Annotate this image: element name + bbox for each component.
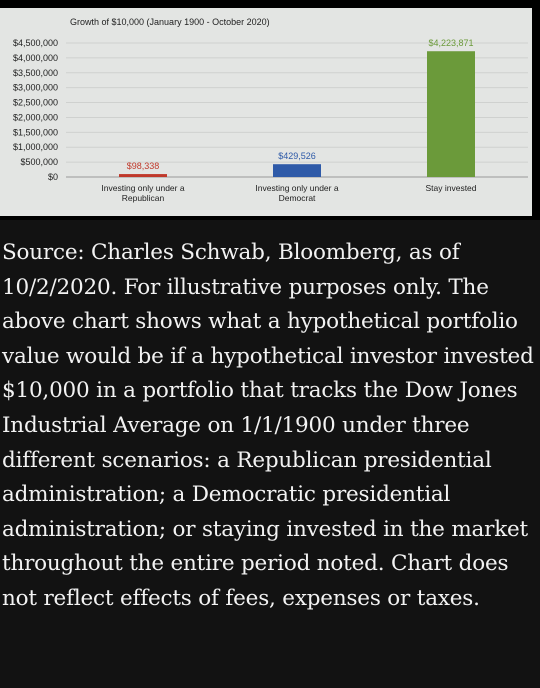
- data-label: $429,526: [278, 151, 316, 161]
- y-tick-label: $4,000,000: [13, 53, 58, 63]
- data-labels: $98,338 $429,526 $4,223,871: [127, 38, 474, 171]
- y-axis-ticks: $0 $500,000 $1,000,000 $1,500,000 $2,000,000…: [13, 38, 58, 182]
- y-tick-label: $2,500,000: [13, 98, 58, 108]
- chart-panel: Growth of $10,000 (January 1900 - Octobe…: [0, 0, 540, 220]
- x-category-label: Democrat: [279, 193, 316, 203]
- x-axis-categories: Investing only under aRepublicanInvestin…: [101, 183, 476, 203]
- chart-caption: Source: Charles Schwab, Bloomberg, as of…: [2, 240, 534, 611]
- bar: [119, 174, 167, 177]
- y-tick-label: $2,000,000: [13, 112, 58, 122]
- y-tick-label: $1,500,000: [13, 127, 58, 137]
- x-category-label: Republican: [122, 193, 165, 203]
- y-tick-label: $3,500,000: [13, 68, 58, 78]
- data-label: $98,338: [127, 161, 160, 171]
- y-tick-label: $1,000,000: [13, 142, 58, 152]
- y-tick-label: $4,500,000: [13, 38, 58, 48]
- x-category-label: Stay invested: [425, 183, 476, 193]
- bars: [119, 51, 475, 178]
- y-tick-label: $3,000,000: [13, 83, 58, 93]
- y-tick-label: $0: [48, 172, 58, 182]
- y-tick-label: $500,000: [20, 157, 58, 167]
- data-label: $4,223,871: [428, 38, 473, 48]
- x-category-label: Investing only under a: [101, 183, 184, 193]
- bar: [273, 164, 321, 177]
- x-category-label: Investing only under a: [255, 183, 338, 193]
- bar: [427, 51, 475, 178]
- chart-title: Growth of $10,000 (January 1900 - Octobe…: [70, 17, 270, 27]
- bar-chart: Growth of $10,000 (January 1900 - Octobe…: [0, 8, 532, 216]
